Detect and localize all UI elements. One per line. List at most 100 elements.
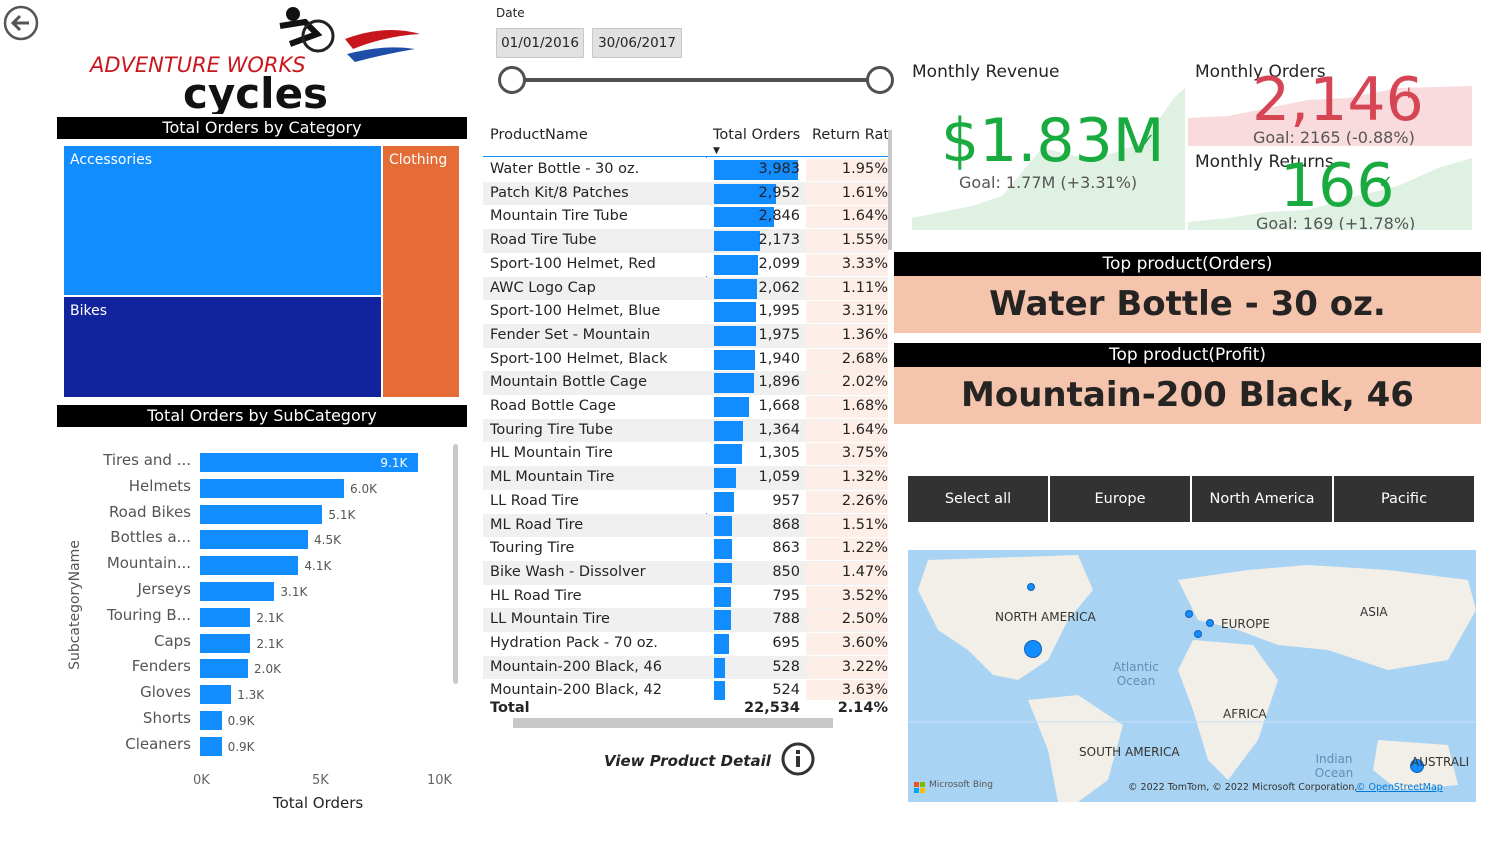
date-slider-start-handle[interactable] bbox=[498, 66, 526, 94]
bar[interactable] bbox=[200, 478, 344, 498]
table-row[interactable]: Mountain Bottle Cage 1,896 2.02% bbox=[483, 371, 888, 395]
table-row[interactable]: Fender Set - Mountain 1,975 1.36% bbox=[483, 323, 888, 348]
product-name-cell: Touring Tire bbox=[490, 540, 575, 557]
return-rate-cell: 2.68% bbox=[806, 348, 888, 371]
table-row[interactable]: LL Road Tire 957 2.26% bbox=[483, 489, 888, 514]
back-button[interactable] bbox=[3, 5, 39, 41]
orders-cell: 2,099 bbox=[758, 255, 800, 272]
bar[interactable] bbox=[200, 556, 299, 576]
return-rate-cell: 1.55% bbox=[806, 230, 888, 253]
region-north-america[interactable]: North America bbox=[1192, 476, 1332, 522]
bar-data-label: 2.1K bbox=[256, 610, 284, 625]
table-row[interactable]: Mountain Tire Tube 2,846 1.64% bbox=[483, 205, 888, 230]
product-name-cell: Sport-100 Helmet, Black bbox=[490, 350, 668, 367]
table-row[interactable]: Patch Kit/8 Patches 2,952 1.61% bbox=[483, 181, 888, 206]
map-bubble-canada[interactable] bbox=[1027, 583, 1035, 591]
table-row[interactable]: ML Road Tire 868 1.51% bbox=[483, 513, 888, 538]
bar[interactable] bbox=[200, 736, 222, 756]
region-pacific[interactable]: Pacific bbox=[1334, 476, 1474, 522]
top-profit-value: Mountain-200 Black, 46 bbox=[961, 375, 1414, 415]
bar[interactable] bbox=[200, 685, 232, 705]
col-header-return-rate[interactable]: Return Rate bbox=[812, 127, 890, 143]
view-product-detail-button[interactable]: View Product Detail bbox=[604, 752, 771, 770]
bar[interactable] bbox=[200, 504, 323, 524]
table-row[interactable]: Sport-100 Helmet, Blue 1,995 3.31% bbox=[483, 300, 888, 324]
product-name-cell: Bike Wash - Dissolver bbox=[490, 563, 646, 580]
treemap-cell-clothing[interactable]: Clothing bbox=[383, 146, 459, 397]
return-rate-cell: 1.36% bbox=[806, 324, 888, 347]
return-rate-text: 1.68% bbox=[841, 398, 888, 414]
orders-data-bar bbox=[714, 349, 755, 370]
bar[interactable] bbox=[200, 633, 251, 653]
bar-data-label: 4.1K bbox=[304, 559, 332, 574]
revenue-trend-area bbox=[912, 88, 1185, 230]
category-label: Road Bikes bbox=[108, 502, 191, 521]
table-row[interactable]: Road Tire Tube 2,173 1.55% bbox=[483, 229, 888, 253]
table-vertical-scrollbar[interactable] bbox=[888, 130, 892, 250]
info-icon[interactable] bbox=[780, 741, 816, 781]
map-bubble-usa[interactable] bbox=[1024, 640, 1042, 658]
bar[interactable] bbox=[200, 453, 419, 472]
orders-cell: 850 bbox=[772, 563, 800, 580]
table-row[interactable]: Bike Wash - Dissolver 850 1.47% bbox=[483, 560, 888, 585]
table-row[interactable]: LL Mountain Tire 788 2.50% bbox=[483, 608, 888, 632]
chart-scrollbar[interactable] bbox=[453, 444, 458, 684]
map-osm-link[interactable]: © OpenStreetMap bbox=[1356, 782, 1443, 793]
map-bubble-uk[interactable] bbox=[1185, 610, 1193, 618]
bar-data-label: 1.3K bbox=[237, 688, 265, 703]
bar[interactable] bbox=[200, 607, 251, 627]
kpi-orders: Monthly Orders 2,146 ! Goal: 2165 (-0.88… bbox=[1188, 58, 1476, 146]
map-bubble-france[interactable] bbox=[1194, 630, 1202, 638]
map-bubble-germany[interactable] bbox=[1206, 619, 1214, 627]
table-row[interactable]: Touring Tire Tube 1,364 1.64% bbox=[483, 418, 888, 443]
col-header-product[interactable]: ProductName bbox=[490, 127, 588, 143]
treemap-cell-bikes[interactable]: Bikes bbox=[64, 297, 381, 397]
date-slider-end-handle[interactable] bbox=[866, 66, 894, 94]
table-row[interactable]: ML Mountain Tire 1,059 1.32% bbox=[483, 466, 888, 490]
table-row[interactable]: AWC Logo Cap 2,062 1.11% bbox=[483, 276, 888, 301]
table-row[interactable]: Sport-100 Helmet, Black 1,940 2.68% bbox=[483, 347, 888, 372]
table-row[interactable]: HL Road Tire 795 3.52% bbox=[483, 584, 888, 609]
end-date-input[interactable]: 30/06/2017 bbox=[592, 28, 682, 58]
orders-data-bar bbox=[714, 515, 733, 536]
map-brand: Microsoft Bing bbox=[929, 780, 993, 790]
bar[interactable] bbox=[200, 530, 308, 550]
revenue-goal: Goal: 1.77M (+3.31%) bbox=[959, 173, 1138, 192]
region-europe[interactable]: Europe bbox=[1050, 476, 1190, 522]
map-label-africa: AFRICA bbox=[1223, 707, 1267, 721]
table-row[interactable]: Hydration Pack - 70 oz. 695 3.60% bbox=[483, 632, 888, 656]
cyclist-logo-icon: ADVENTURE WORKS cycles bbox=[88, 7, 420, 118]
bar[interactable] bbox=[200, 659, 248, 679]
world-map[interactable]: NORTH AMERICA EUROPE ASIA AFRICA SOUTH A… bbox=[908, 550, 1476, 802]
table-row[interactable]: Touring Tire 863 1.22% bbox=[483, 537, 888, 561]
orders-cell: 1,305 bbox=[758, 445, 800, 462]
return-rate-text: 1.61% bbox=[841, 184, 888, 201]
orders-cell: 868 bbox=[772, 516, 800, 533]
bar[interactable] bbox=[200, 582, 275, 601]
table-row[interactable]: Road Bottle Cage 1,668 1.68% bbox=[483, 395, 888, 419]
table-row[interactable]: Mountain-200 Black, 46 528 3.22% bbox=[483, 655, 888, 680]
start-date-input[interactable]: 01/01/2016 bbox=[496, 28, 584, 58]
orders-cell: 528 bbox=[772, 658, 800, 675]
table-row[interactable]: HL Mountain Tire 1,305 3.75% bbox=[483, 442, 888, 467]
col-header-orders[interactable]: Total Orders bbox=[713, 127, 801, 143]
return-rate-text: 3.63% bbox=[841, 682, 888, 699]
map-bubble-australia[interactable] bbox=[1410, 759, 1424, 773]
total-label: Total bbox=[490, 700, 530, 716]
bar-data-label: 2.0K bbox=[254, 662, 281, 677]
treemap-cell-accessories[interactable]: Accessories bbox=[64, 146, 381, 295]
return-rate-cell: 1.61% bbox=[806, 182, 888, 205]
return-rate-text: 1.55% bbox=[841, 232, 888, 249]
date-slider-track[interactable] bbox=[512, 78, 882, 82]
category-label: Touring B... bbox=[106, 605, 191, 624]
table-row[interactable]: Water Bottle - 30 oz. 3,983 1.95% bbox=[483, 158, 888, 182]
region-select-all[interactable]: Select all bbox=[908, 476, 1048, 522]
table-row[interactable]: Mountain-200 Black, 42 524 3.63% bbox=[483, 679, 888, 704]
map-label-australia: AUSTRALI bbox=[1411, 755, 1470, 769]
orders-trend-area bbox=[1188, 86, 1472, 146]
bar[interactable] bbox=[200, 711, 222, 730]
return-rate-text: 3.33% bbox=[841, 255, 888, 272]
table-horizontal-scrollbar[interactable] bbox=[513, 718, 833, 728]
category-label: Shorts bbox=[142, 709, 191, 727]
table-row[interactable]: Sport-100 Helmet, Red 2,099 3.33% bbox=[483, 252, 888, 277]
